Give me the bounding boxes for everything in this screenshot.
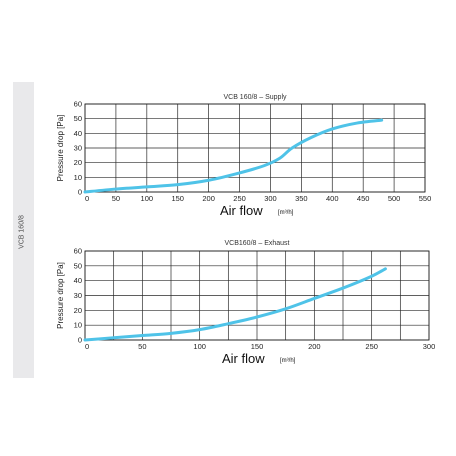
exhaust-x-tick-label: 300: [423, 342, 436, 351]
exhaust-y-tick-label: 0: [78, 336, 82, 345]
supply-x-tick-label: 450: [357, 194, 370, 203]
supply-y-tick-label: 30: [74, 144, 82, 153]
supply-x-axis-label: Air flow: [220, 203, 263, 218]
exhaust-plot-frame: [84, 250, 430, 341]
exhaust-x-tick-label: 50: [138, 342, 146, 351]
supply-x-tick-label: 300: [264, 194, 277, 203]
supply-x-tick-label: 400: [326, 194, 339, 203]
supply-x-tick-label: 200: [202, 194, 215, 203]
exhaust-y-tick-label: 30: [74, 291, 82, 300]
supply-chart: VCB 160/8 – Supply 0 10 20 30 40 50 60 0 50 100 150…: [56, 94, 431, 218]
exhaust-y-tick-label: 50: [74, 261, 82, 270]
exhaust-y-axis-label: Pressure drop [Pa]: [56, 262, 65, 329]
exhaust-chart: VCB160/8 – Exhaust 0 10 20 30 40 50 60 0 50 100 150…: [56, 240, 435, 366]
exhaust-x-tick-label: 0: [85, 342, 89, 351]
supply-x-tick-label: 350: [295, 194, 308, 203]
supply-x-axis-unit: [m³/h]: [278, 210, 294, 216]
exhaust-x-axis-unit: [m³/h]: [280, 358, 296, 364]
supply-y-tick-label: 0: [78, 188, 82, 197]
supply-y-tick-label: 20: [74, 158, 82, 167]
exhaust-series-line: [83, 267, 387, 342]
supply-x-tick-label: 100: [141, 194, 154, 203]
supply-y-axis-label: Pressure drop [Pa]: [56, 115, 65, 182]
supply-x-tick-label: 550: [419, 194, 432, 203]
supply-x-tick-label: 500: [388, 194, 401, 203]
exhaust-x-tick-label: 100: [193, 342, 206, 351]
exhaust-x-tick-label: 250: [365, 342, 378, 351]
supply-x-tick-label: 250: [233, 194, 246, 203]
exhaust-x-tick-label: 150: [251, 342, 264, 351]
supply-x-tick-label: 0: [85, 194, 89, 203]
supply-y-tick-label: 10: [74, 173, 82, 182]
supply-y-tick-label: 40: [74, 129, 82, 138]
supply-y-tick-label: 60: [74, 100, 82, 109]
exhaust-y-tick-label: 10: [74, 321, 82, 330]
supply-plot-frame: [84, 103, 426, 193]
supply-series-line: [83, 118, 384, 194]
exhaust-x-tick-label: 200: [308, 342, 321, 351]
exhaust-x-axis-label: Air flow: [222, 351, 265, 366]
exhaust-y-tick-label: 40: [74, 276, 82, 285]
supply-y-tick-label: 50: [74, 114, 82, 123]
exhaust-chart-title: VCB160/8 – Exhaust: [225, 240, 290, 247]
supply-x-tick-label: 150: [171, 194, 184, 203]
supply-chart-title: VCB 160/8 – Supply: [223, 94, 287, 101]
side-panel: [13, 82, 34, 378]
supply-x-tick-label: 50: [112, 194, 120, 203]
exhaust-y-tick-label: 60: [74, 247, 82, 256]
exhaust-y-tick-label: 20: [74, 306, 82, 315]
